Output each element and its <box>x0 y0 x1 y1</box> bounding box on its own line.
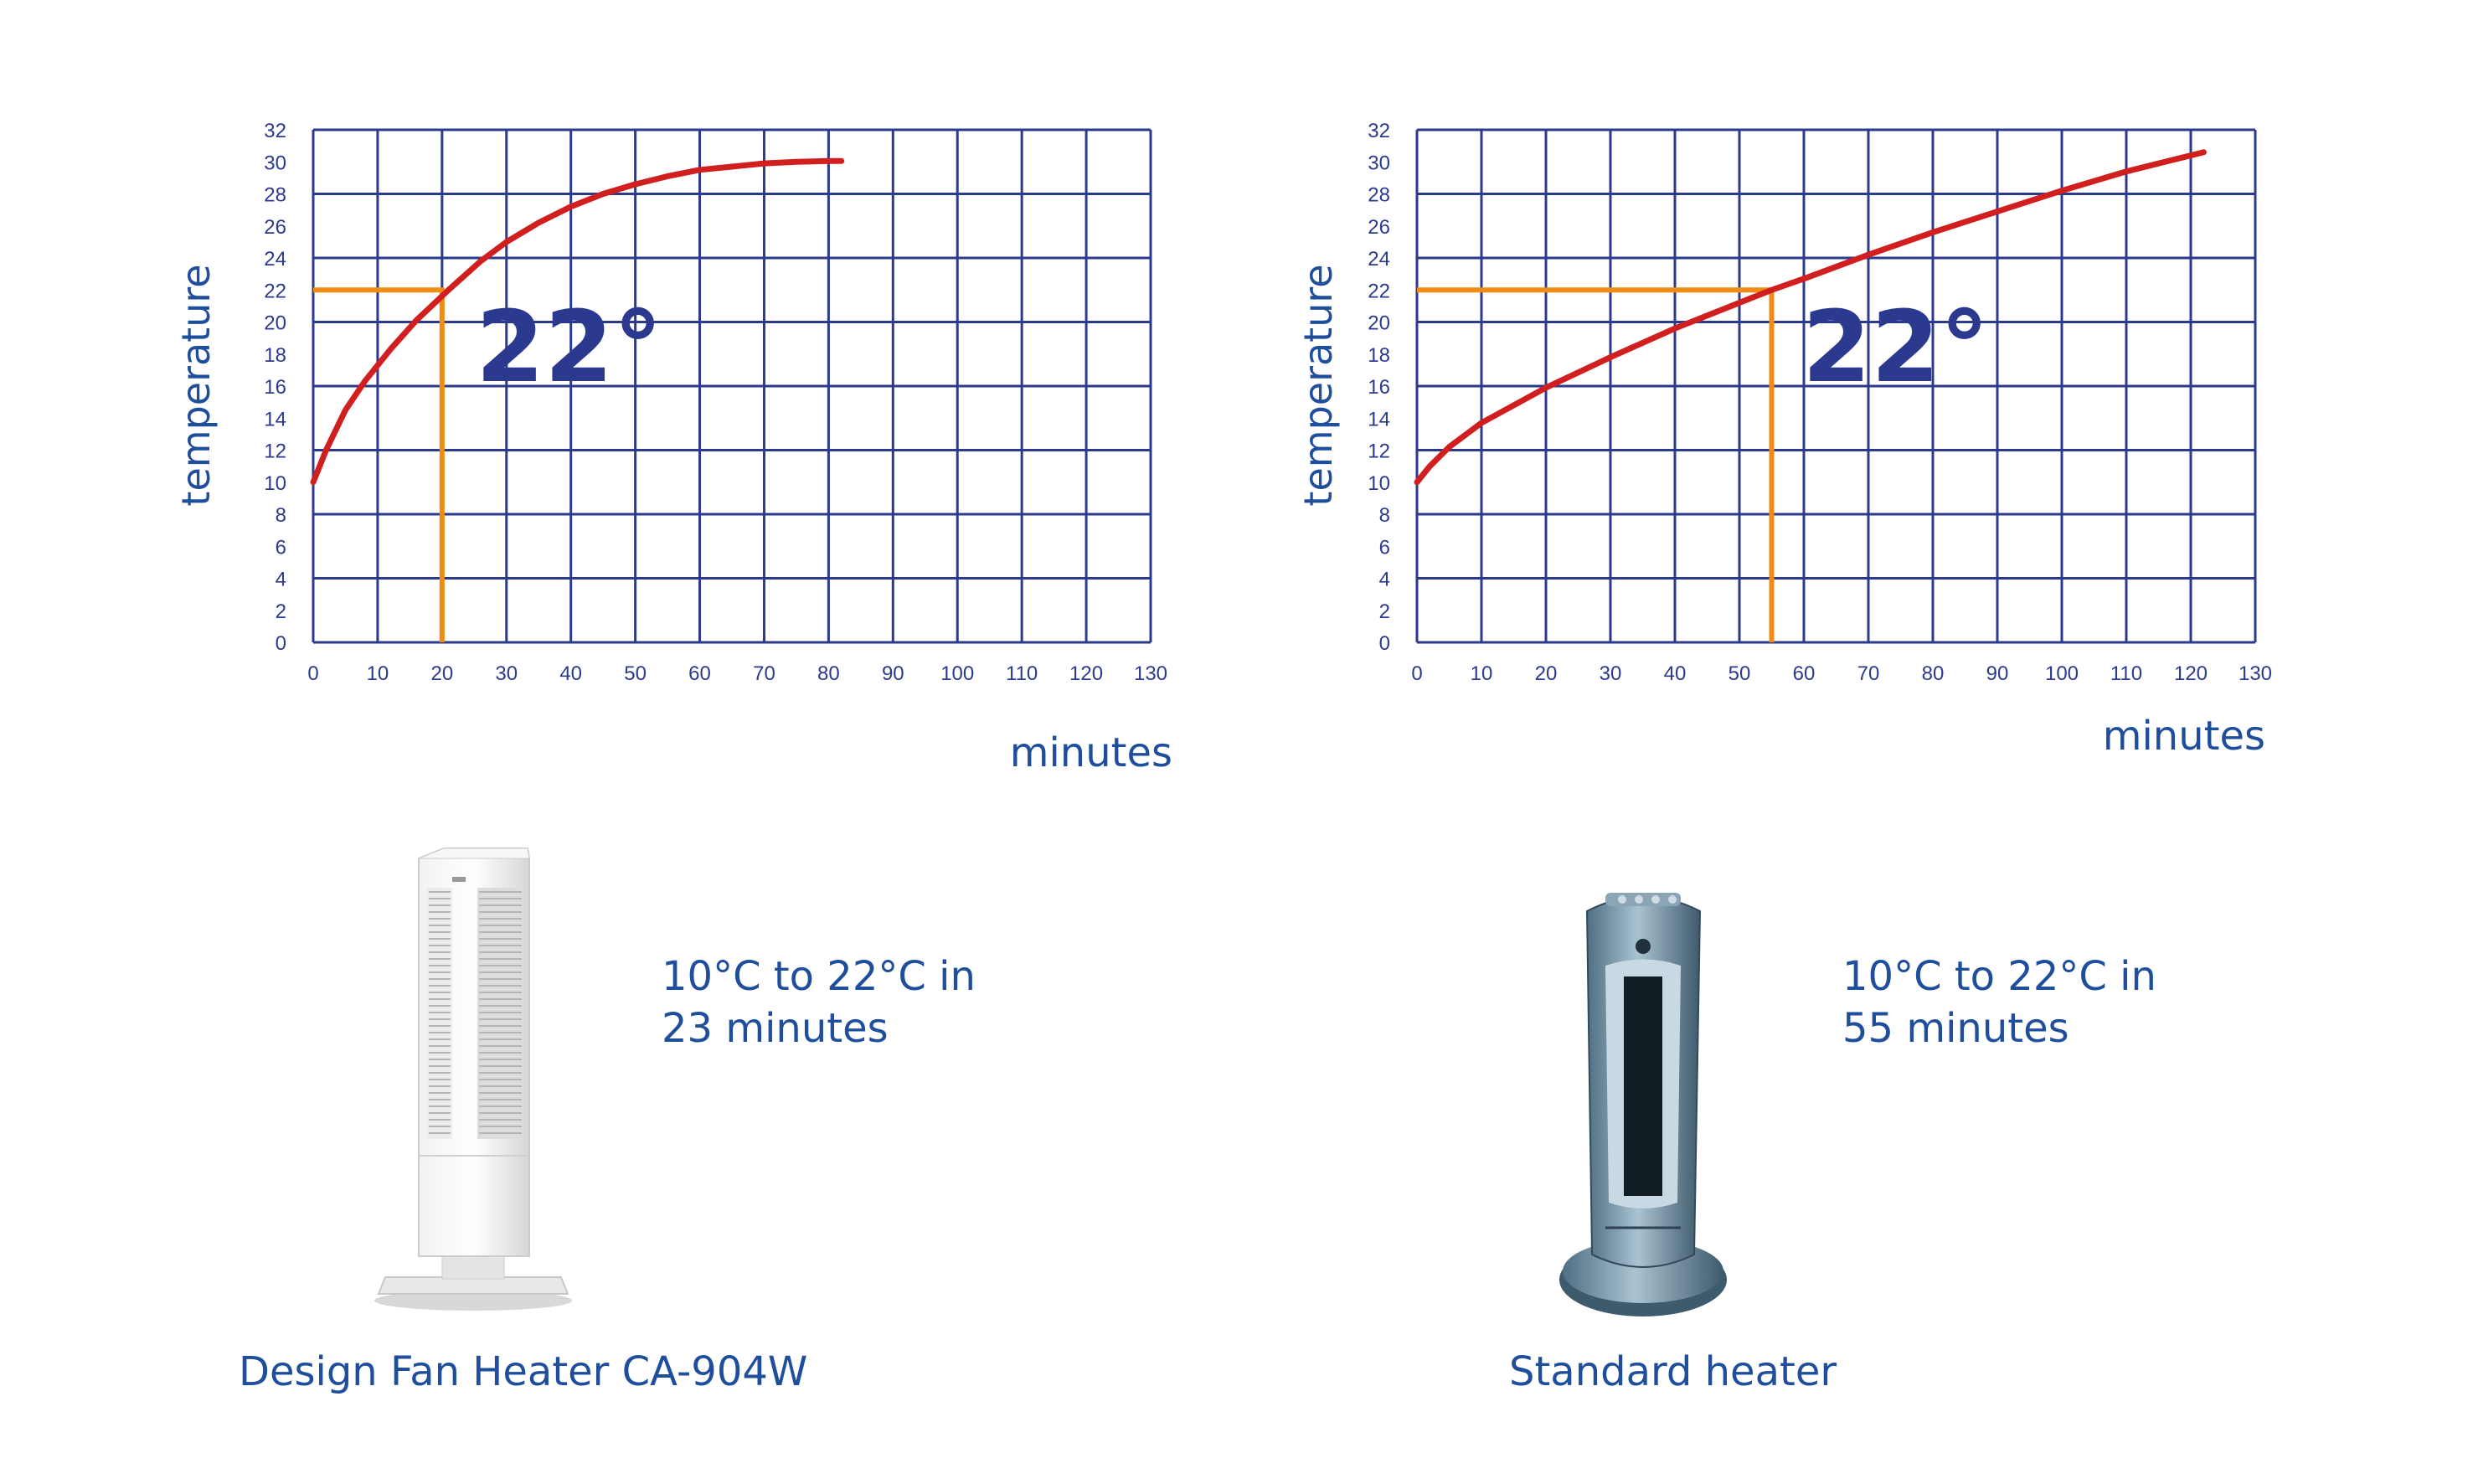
y-tick-label: 30 <box>264 152 286 174</box>
y-tick-label: 32 <box>1368 120 1390 142</box>
chart-left: 0 10 20 30 40 50 60 70 80 90 100 110 120 130024681012… <box>173 120 1172 776</box>
x-tick-label: 60 <box>688 662 711 685</box>
x-tick-label: 100 <box>2045 662 2079 685</box>
x-tick-label: 80 <box>817 662 840 685</box>
y-tick-label: 24 <box>264 248 286 271</box>
x-axis-label: minutes <box>1010 729 1172 776</box>
x-tick-label: 20 <box>430 662 453 685</box>
x-tick-label: 90 <box>1986 662 2009 685</box>
x-tick-label: 0 <box>1411 662 1422 685</box>
x-tick-label: 120 <box>2174 662 2208 685</box>
product-name-right: Standard heater <box>1509 1348 1837 1395</box>
y-tick-label: 6 <box>1379 536 1390 559</box>
y-tick-label: 20 <box>1368 312 1390 335</box>
x-tick-label: 70 <box>753 662 775 685</box>
grid <box>1415 128 2257 644</box>
grid <box>312 128 1152 644</box>
x-tick-label: 90 <box>882 662 904 685</box>
standard-heater-image <box>1559 893 1727 1317</box>
x-tick-label: 10 <box>1471 662 1493 685</box>
y-tick-label: 6 <box>276 536 286 559</box>
x-tick-label: 50 <box>624 662 647 685</box>
x-tick-label: 100 <box>940 662 974 685</box>
x-tick-label: 70 <box>1857 662 1880 685</box>
y-tick-label: 28 <box>264 184 286 207</box>
caption-line-1: 10°C to 22°C in <box>1842 953 2156 1000</box>
x-tick-label: 60 <box>1793 662 1816 685</box>
y-tick-label: 12 <box>264 441 286 463</box>
y-tick-label: 16 <box>1368 376 1390 399</box>
y-tick-label: 10 <box>1368 472 1390 495</box>
y-tick-label: 18 <box>1368 344 1390 367</box>
y-tick-label: 16 <box>264 376 286 399</box>
y-tick-label: 24 <box>1368 248 1390 271</box>
x-tick-label: 20 <box>1535 662 1558 685</box>
x-tick-label: 130 <box>2239 662 2272 685</box>
marker-line <box>1417 287 1775 642</box>
y-tick-label: 22 <box>264 280 286 302</box>
x-tick-label: 0 <box>307 662 318 685</box>
marker-line <box>313 287 445 642</box>
x-tick-label: 80 <box>1922 662 1945 685</box>
y-tick-label: 22 <box>1368 280 1390 302</box>
x-axis-label: minutes <box>2103 713 2265 760</box>
y-tick-label: 30 <box>1368 152 1390 174</box>
x-tick-label: 10 <box>367 662 389 685</box>
x-tick-label: 110 <box>1006 662 1038 685</box>
y-axis-label: temperature <box>1296 264 1341 506</box>
series-line <box>310 157 845 486</box>
y-tick-label: 32 <box>264 120 286 142</box>
x-tick-label: 130 <box>1134 662 1167 685</box>
y-tick-label: 18 <box>264 344 286 367</box>
y-tick-label: 26 <box>1368 216 1390 239</box>
y-tick-label: 20 <box>264 312 286 335</box>
y-tick-label: 2 <box>276 600 286 623</box>
y-tick-label: 4 <box>276 569 286 591</box>
chart-right: 0 10 20 30 40 50 60 70 80 90 100 110 120 130024681012… <box>1296 120 2272 760</box>
x-tick-label: 120 <box>1069 662 1103 685</box>
marker-temperature-label: 22° <box>1802 289 1989 404</box>
y-tick-label: 14 <box>1368 408 1390 430</box>
y-tick-label: 12 <box>1368 441 1390 463</box>
y-tick-label: 14 <box>264 408 286 430</box>
y-tick-label: 2 <box>1379 600 1390 623</box>
y-tick-label: 8 <box>1379 504 1390 527</box>
caption-line-2: 55 minutes <box>1842 1005 2069 1052</box>
y-tick-label: 0 <box>276 632 286 655</box>
y-tick-label: 28 <box>1368 184 1390 207</box>
x-tick-label: 40 <box>559 662 582 685</box>
caption-line-1: 10°C to 22°C in <box>662 953 976 1000</box>
x-tick-label: 50 <box>1729 662 1751 685</box>
product-name-left: Design Fan Heater CA-904W <box>239 1348 808 1395</box>
y-tick-label: 8 <box>276 504 286 527</box>
x-tick-label: 110 <box>2110 662 2142 685</box>
y-tick-label: 0 <box>1379 632 1390 655</box>
y-tick-label: 4 <box>1379 569 1390 591</box>
product-caption-left: 10°C to 22°C in 23 minutes <box>662 951 976 1054</box>
x-tick-label: 30 <box>1600 662 1622 685</box>
x-tick-label: 30 <box>495 662 518 685</box>
x-tick-label: 40 <box>1664 662 1687 685</box>
design-fan-heater-image <box>374 848 572 1311</box>
y-tick-label: 10 <box>264 472 286 495</box>
product-caption-right: 10°C to 22°C in 55 minutes <box>1842 951 2156 1054</box>
y-tick-label: 26 <box>264 216 286 239</box>
series-line <box>1414 149 2207 486</box>
caption-line-2: 23 minutes <box>662 1005 889 1052</box>
marker-temperature-label: 22° <box>476 289 662 404</box>
y-axis-label: temperature <box>173 264 219 506</box>
